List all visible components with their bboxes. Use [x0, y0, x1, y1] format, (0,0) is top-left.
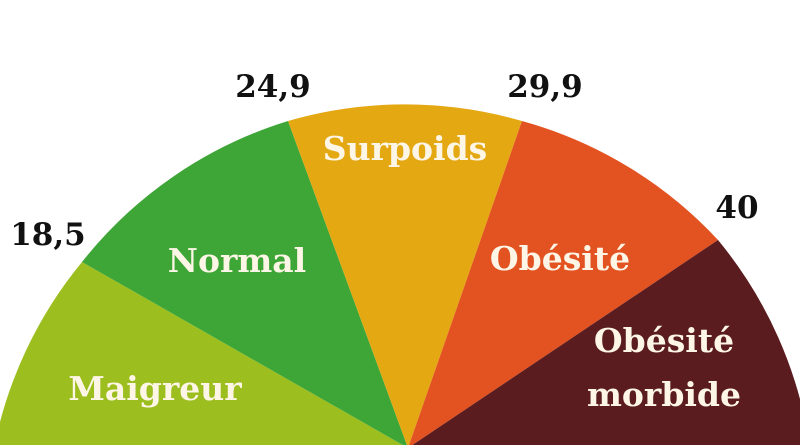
threshold-29-9: 29,9 — [507, 69, 583, 105]
segment-underweight — [0, 262, 403, 445]
threshold-40: 40 — [715, 190, 758, 226]
threshold-24-9: 24,9 — [235, 69, 311, 105]
gauge-threshold-labels: 18,5 24,9 29,9 40 — [10, 69, 758, 253]
segment-morbid-obesity — [412, 240, 800, 445]
segment-label-underweight: Maigreur — [68, 369, 242, 408]
gauge-segments — [0, 104, 800, 445]
segment-obesity — [409, 121, 718, 445]
gauge-segment-labels: Maigreur Normal Surpoids Obésité Obésité morb… — [68, 129, 741, 414]
segment-label-morbid-obesity-line-1: Obésité — [594, 321, 734, 360]
segment-label-normal: Normal — [168, 241, 306, 280]
segment-label-obesity: Obésité — [490, 239, 630, 278]
segment-label-morbid-obesity-line-2: morbide — [587, 375, 741, 414]
threshold-18-5: 18,5 — [10, 217, 86, 253]
segment-label-overweight: Surpoids — [323, 129, 487, 168]
segment-overweight — [288, 104, 522, 445]
segment-normal — [82, 121, 407, 445]
